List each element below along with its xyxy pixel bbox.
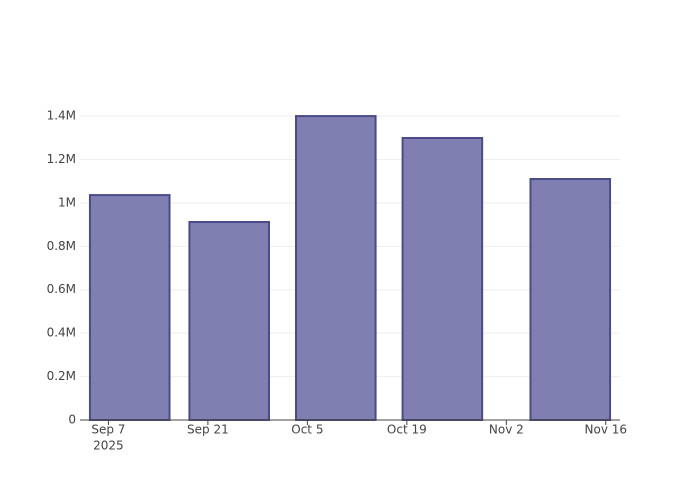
y-tick-label: 0.2M [47, 369, 76, 383]
y-tick-label: 1M [58, 195, 76, 209]
x-tick-label: Sep 21 [187, 423, 229, 437]
x-tick-label: Oct 19 [387, 423, 427, 437]
x-tick-label: Nov 16 [585, 423, 628, 437]
bar [401, 136, 484, 421]
y-tick-label: 1.2M [47, 152, 76, 166]
bar [188, 221, 270, 421]
y-tick-label: 0.8M [47, 239, 76, 253]
bar [88, 194, 171, 421]
y-tick-label: 0 [68, 413, 76, 427]
x-tick-label: Oct 5 [291, 423, 323, 437]
bar [295, 115, 377, 422]
bar [529, 178, 612, 421]
x-tick-year: 2025 [93, 439, 124, 453]
y-tick-label: 0.6M [47, 282, 76, 296]
x-tick-label: Nov 2 [489, 423, 524, 437]
x-tick-label: Sep 7 [91, 423, 125, 437]
y-tick-label: 0.4M [47, 326, 76, 340]
y-tick-label: 1.4M [47, 109, 76, 123]
